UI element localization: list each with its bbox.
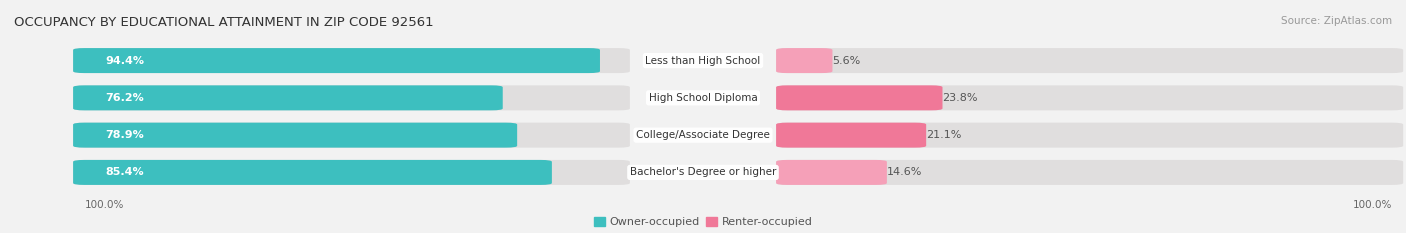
FancyBboxPatch shape	[73, 123, 517, 148]
Text: Source: ZipAtlas.com: Source: ZipAtlas.com	[1281, 16, 1392, 26]
FancyBboxPatch shape	[73, 123, 630, 148]
Text: 14.6%: 14.6%	[887, 168, 922, 177]
Text: 94.4%: 94.4%	[105, 56, 145, 65]
Text: 100.0%: 100.0%	[84, 200, 124, 210]
Text: High School Diploma: High School Diploma	[648, 93, 758, 103]
FancyBboxPatch shape	[776, 85, 1403, 110]
Text: Bachelor's Degree or higher: Bachelor's Degree or higher	[630, 168, 776, 177]
Text: 5.6%: 5.6%	[832, 56, 860, 65]
FancyBboxPatch shape	[776, 123, 1403, 148]
Text: 21.1%: 21.1%	[927, 130, 962, 140]
Text: 76.2%: 76.2%	[105, 93, 145, 103]
Text: Less than High School: Less than High School	[645, 56, 761, 65]
Text: OCCUPANCY BY EDUCATIONAL ATTAINMENT IN ZIP CODE 92561: OCCUPANCY BY EDUCATIONAL ATTAINMENT IN Z…	[14, 16, 433, 29]
FancyBboxPatch shape	[776, 85, 942, 110]
Text: 100.0%: 100.0%	[1353, 200, 1392, 210]
FancyBboxPatch shape	[73, 85, 630, 110]
FancyBboxPatch shape	[776, 48, 832, 73]
Legend: Owner-occupied, Renter-occupied: Owner-occupied, Renter-occupied	[593, 217, 813, 227]
Text: 85.4%: 85.4%	[105, 168, 143, 177]
FancyBboxPatch shape	[776, 160, 887, 185]
Text: 23.8%: 23.8%	[942, 93, 979, 103]
FancyBboxPatch shape	[73, 48, 630, 73]
Text: College/Associate Degree: College/Associate Degree	[636, 130, 770, 140]
FancyBboxPatch shape	[776, 123, 927, 148]
FancyBboxPatch shape	[73, 160, 553, 185]
FancyBboxPatch shape	[73, 48, 600, 73]
Text: 78.9%: 78.9%	[105, 130, 145, 140]
FancyBboxPatch shape	[776, 48, 1403, 73]
FancyBboxPatch shape	[73, 85, 503, 110]
FancyBboxPatch shape	[73, 160, 630, 185]
FancyBboxPatch shape	[776, 160, 1403, 185]
